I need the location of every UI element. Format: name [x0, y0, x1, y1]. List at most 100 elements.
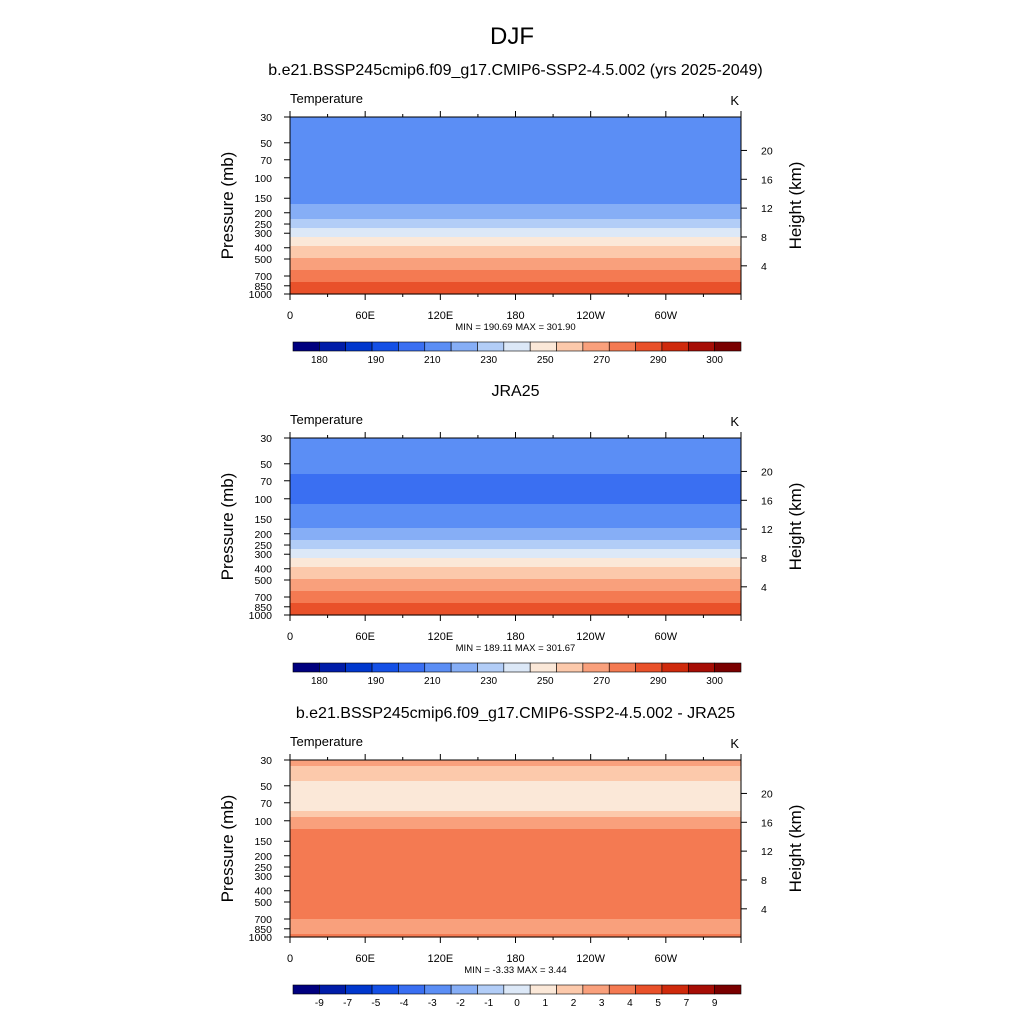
lon-tick-label: 120W — [576, 310, 605, 322]
contour-band — [290, 288, 741, 292]
contour-band — [290, 228, 741, 232]
colorbar-box — [661, 662, 689, 673]
contour-band — [290, 270, 741, 274]
colorbar-box — [661, 984, 689, 995]
contour-band — [290, 492, 741, 496]
contour-band — [290, 276, 741, 280]
contour-band — [290, 528, 741, 532]
contour-band — [290, 120, 741, 124]
contour-band — [290, 585, 741, 589]
contour-band — [290, 501, 741, 505]
colorbar-box — [714, 341, 742, 352]
contour-band — [290, 612, 741, 616]
height-tick-label: 8 — [761, 875, 767, 887]
colorbar-box — [608, 984, 636, 995]
colorbar-label: 0 — [514, 998, 520, 1009]
contour-band — [290, 237, 741, 241]
contour-band — [290, 129, 741, 133]
contour-band — [290, 141, 741, 145]
contour-band — [290, 261, 741, 265]
contour-band — [290, 555, 741, 559]
contour-band — [290, 913, 741, 917]
colorbar: 180 190 210 230 250 270 290 300 — [292, 341, 742, 366]
contour-band — [290, 775, 741, 779]
pressure-tick-label: 700 — [254, 271, 272, 283]
contour-band — [290, 543, 741, 547]
pressure-tick-label: 250 — [254, 540, 272, 552]
height-tick-label: 16 — [761, 174, 773, 186]
contour-band — [290, 504, 741, 508]
contour-band — [290, 201, 741, 205]
contour-band — [290, 177, 741, 181]
pressure-tick-label: 50 — [260, 138, 272, 150]
colorbar-box — [556, 984, 584, 995]
contour-field — [290, 117, 741, 295]
lon-tick-label: 180 — [506, 631, 524, 643]
colorbar-box — [529, 984, 557, 995]
contour-band — [290, 195, 741, 199]
contour-band — [290, 138, 741, 142]
variable-label: Temperature — [290, 412, 363, 427]
contour-band — [290, 153, 741, 157]
height-tick-label: 8 — [761, 553, 767, 565]
colorbar-box — [635, 662, 663, 673]
colorbar-label: 270 — [593, 355, 610, 366]
colorbar: 180 190 210 230 250 270 290 300 — [292, 662, 742, 687]
contour-band — [290, 832, 741, 836]
contour-band — [290, 438, 741, 442]
colorbar-label: 2 — [571, 998, 577, 1009]
pressure-tick-label: 1000 — [249, 289, 273, 301]
contour-band — [290, 489, 741, 493]
contour-band — [290, 168, 741, 172]
contour-band — [290, 579, 741, 583]
contour-band — [290, 291, 741, 295]
contour-band — [290, 760, 741, 764]
contour-band — [290, 450, 741, 454]
pressure-tick-label: 250 — [254, 862, 272, 874]
contour-band — [290, 600, 741, 604]
contour-band — [290, 540, 741, 544]
colorbar-box — [608, 662, 636, 673]
colorbar-box — [635, 984, 663, 995]
contour-band — [290, 594, 741, 598]
contour-band — [290, 252, 741, 256]
colorbar-label: 5 — [655, 998, 661, 1009]
lon-tick-label: 120E — [427, 631, 453, 643]
contour-band — [290, 573, 741, 577]
contour-band — [290, 829, 741, 833]
height-axis-label: Height (km) — [786, 483, 805, 571]
contour-band — [290, 561, 741, 565]
panel-title: JRA25 — [491, 383, 539, 400]
height-tick-label: 16 — [761, 817, 773, 829]
contour-band — [290, 240, 741, 244]
pressure-tick-label: 850 — [254, 281, 272, 293]
contour-band — [290, 477, 741, 481]
pressure-tick-label: 400 — [254, 886, 272, 898]
pressure-tick-label: 500 — [254, 254, 272, 266]
contour-band — [290, 880, 741, 884]
contour-band — [290, 820, 741, 824]
pressure-tick-label: 150 — [254, 193, 272, 205]
pressure-tick-label: 150 — [254, 514, 272, 526]
contour-band — [290, 886, 741, 890]
pressure-tick-label: 1000 — [249, 610, 273, 622]
contour-band — [290, 219, 741, 223]
contour-band — [290, 243, 741, 247]
contour-band — [290, 549, 741, 553]
colorbar-box — [714, 984, 742, 995]
contour-band — [290, 766, 741, 770]
contour-band — [290, 495, 741, 499]
contour-band — [290, 934, 741, 938]
colorbar-box — [450, 662, 478, 673]
pressure-axis-label: Pressure (mb) — [218, 473, 237, 581]
contour-band — [290, 186, 741, 190]
colorbar-box — [556, 341, 584, 352]
contour-band — [290, 447, 741, 451]
contour-band — [290, 465, 741, 469]
height-tick-label: 4 — [761, 261, 767, 273]
units-label: K — [730, 736, 739, 751]
colorbar-box — [398, 341, 426, 352]
height-tick-label: 12 — [761, 846, 773, 858]
lon-tick-label: 60E — [355, 310, 375, 322]
colorbar-box — [424, 984, 452, 995]
